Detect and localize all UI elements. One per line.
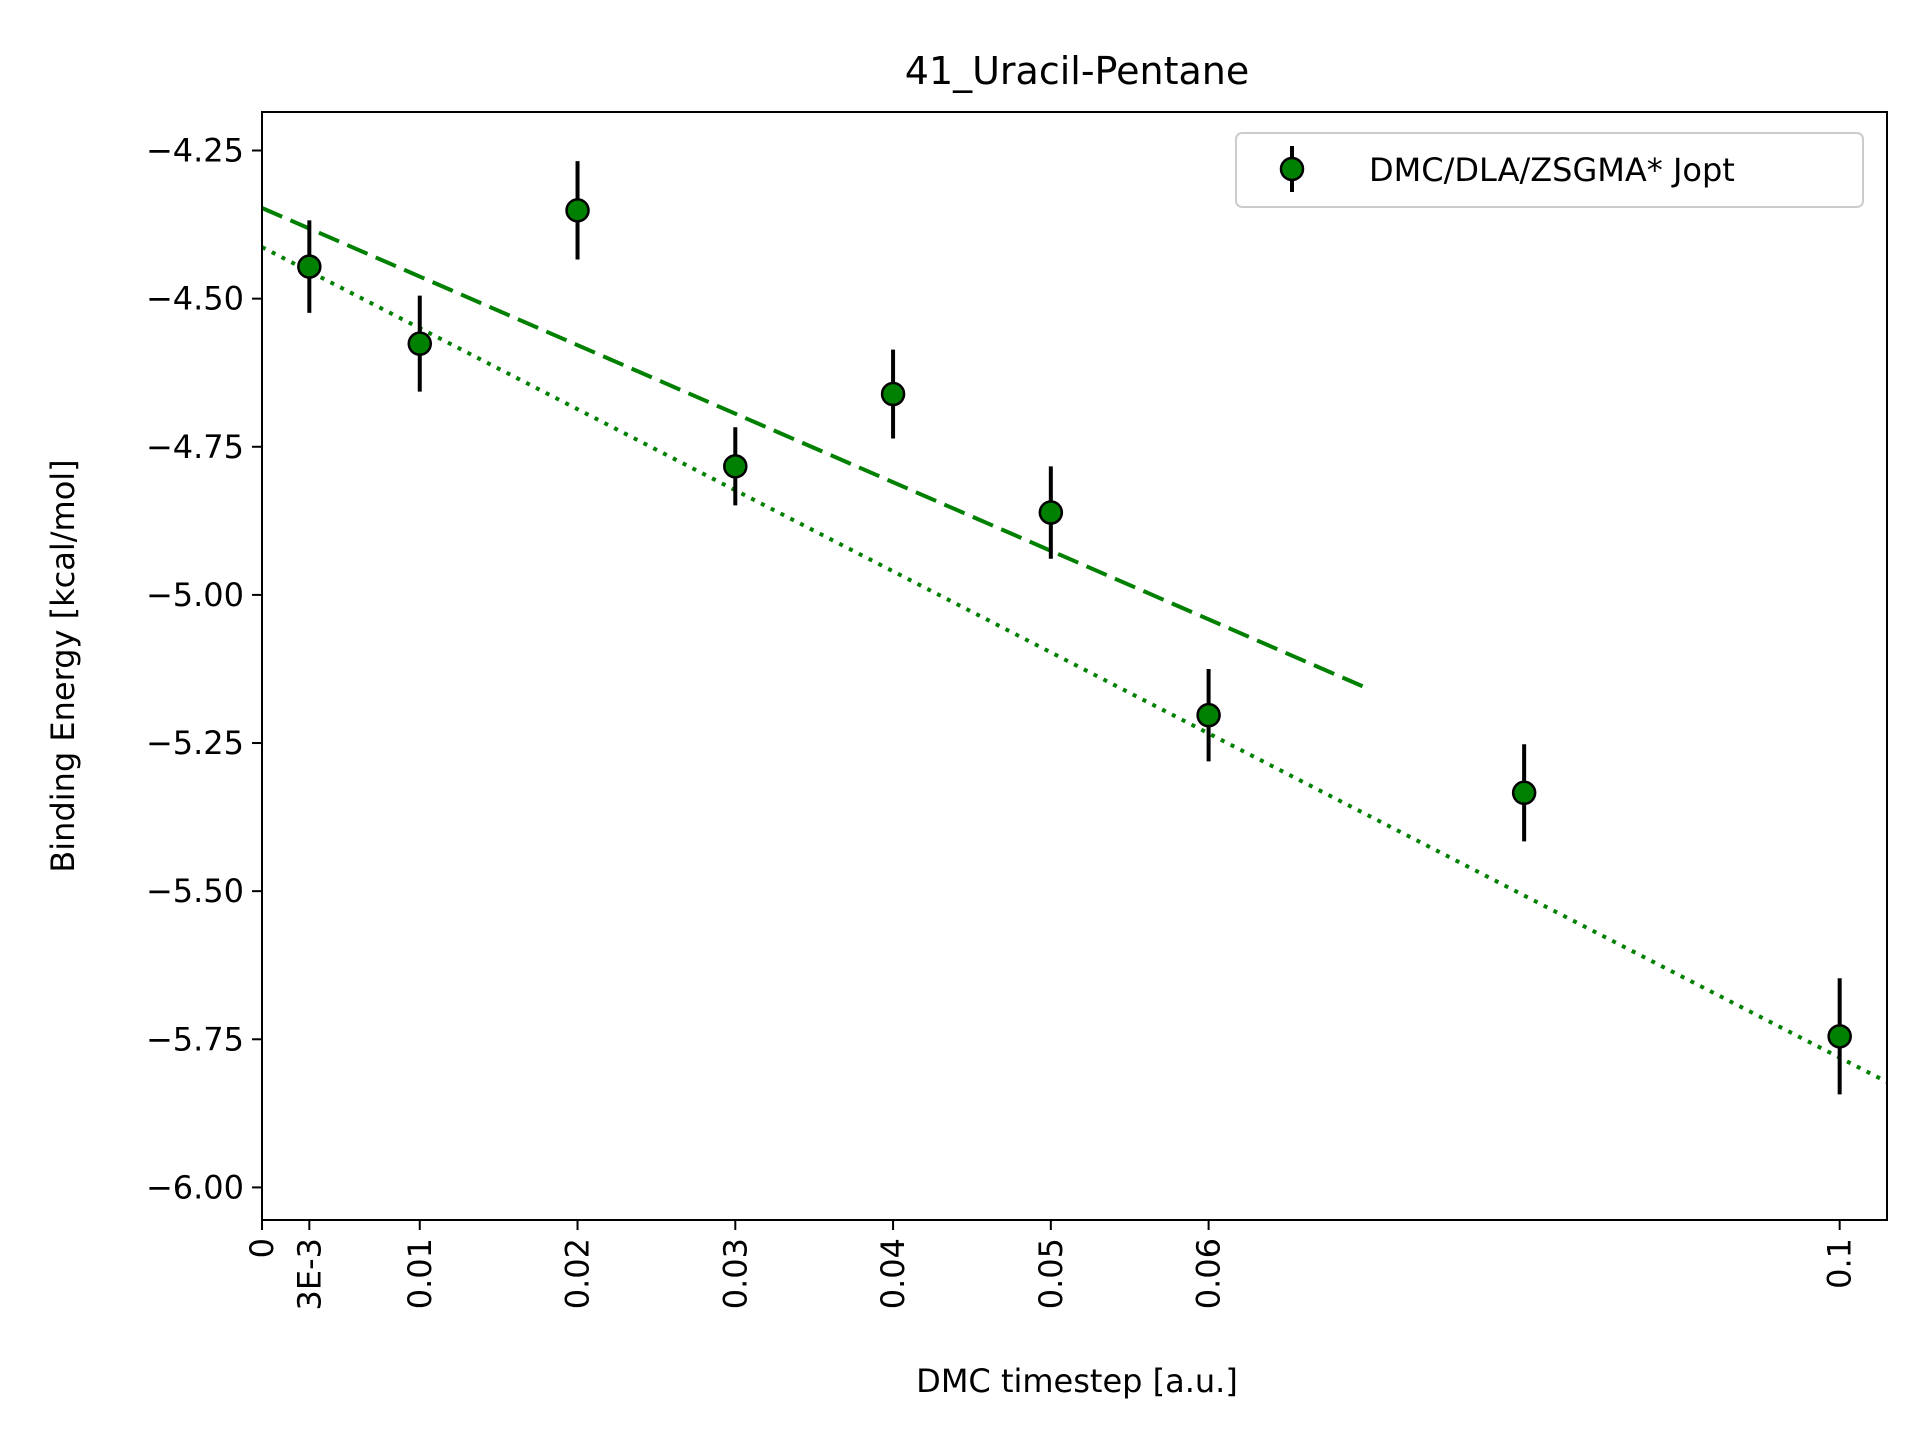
fit-line-dashed: [261, 206, 1368, 690]
x-tick-label: 0.01: [401, 1238, 439, 1309]
fit-line-dotted: [261, 245, 1888, 1084]
data-point: [1827, 1024, 1852, 1049]
x-tick-label: 0.1: [1821, 1238, 1859, 1289]
data-point: [407, 331, 433, 356]
plot-frame: [261, 111, 1888, 1221]
x-tick-label: 3E-3: [290, 1238, 328, 1310]
fit-lines: [261, 206, 1888, 1084]
x-tick-label: 0.03: [716, 1238, 754, 1309]
x-axis-title: DMC timestep [a.u.]: [916, 1362, 1238, 1400]
legend-label: DMC/DLA/ZSGMA* Jopt: [1369, 151, 1735, 189]
data-point: [1196, 702, 1221, 728]
x-tick-label: 0.02: [559, 1238, 597, 1309]
data-point: [1511, 780, 1537, 806]
x-tick-label: 0.06: [1190, 1238, 1228, 1309]
y-tick-label: −5.75: [146, 1020, 244, 1058]
data-points: [297, 198, 1852, 1049]
data-point: [297, 254, 322, 279]
y-tick-label: −4.75: [146, 428, 244, 466]
y-axis-title: Binding Energy [kcal/mol]: [44, 459, 82, 872]
legend-marker: [1279, 156, 1305, 182]
data-point: [880, 381, 906, 407]
x-axis-ticks: 0 3E-3 0.01 0.02 0.03 0.04 0.05 0.06 0.1: [243, 1220, 1859, 1310]
y-tick-label: −5.00: [146, 576, 244, 614]
y-axis-ticks: −4.25 −4.50 −4.75 −5.00 −5.25 −5.50 −5.75 −6.00: [146, 132, 262, 1206]
y-tick-label: −4.25: [146, 132, 244, 170]
y-tick-label: −5.25: [146, 724, 244, 762]
data-point: [1038, 500, 1064, 525]
chart-title: 41_Uracil-Pentane: [905, 49, 1249, 93]
y-tick-label: −6.00: [146, 1168, 244, 1206]
legend-box: [1235, 132, 1864, 208]
data-point: [723, 454, 748, 479]
y-tick-label: −4.50: [146, 280, 244, 318]
x-tick-label: 0: [243, 1238, 281, 1258]
data-point: [565, 198, 590, 223]
legend: DMC/DLA/ZSGMA* Jopt: [1235, 132, 1864, 208]
x-tick-label: 0.04: [874, 1238, 912, 1309]
x-tick-label: 0.05: [1032, 1238, 1070, 1309]
y-tick-label: −5.50: [146, 872, 244, 910]
